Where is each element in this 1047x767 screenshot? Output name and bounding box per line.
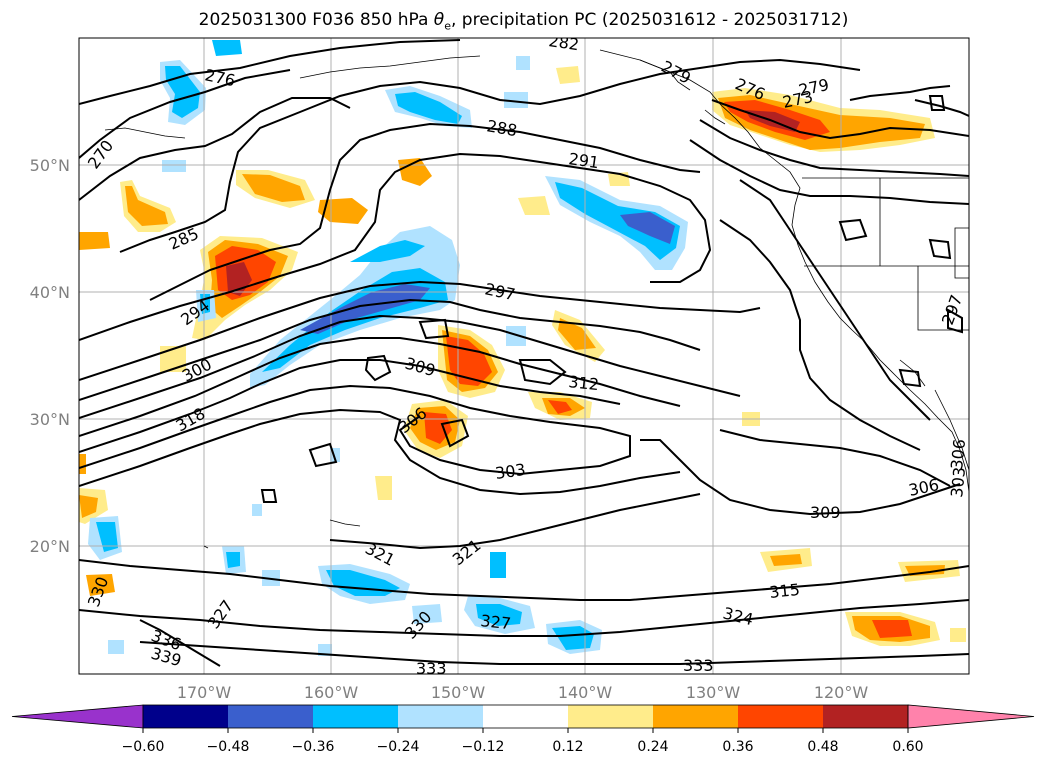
lon-label-170w: 170°W (177, 683, 232, 702)
colorbar-tick-label: −0.12 (462, 739, 505, 755)
colorbar-tick-label: 0.24 (637, 739, 668, 755)
colorbar-segment (143, 705, 228, 728)
contour-label: 303 (494, 460, 527, 483)
lon-label-160w: 160°W (304, 683, 359, 702)
colorbar-tick-label: −0.48 (207, 739, 250, 755)
colorbar-tick-label: −0.60 (122, 739, 165, 755)
lat-label-40n: 40°N (30, 283, 70, 302)
colorbar-extend-low (11, 704, 144, 729)
colorbar-tick-label: −0.24 (377, 739, 420, 755)
colorbar-segment (738, 705, 823, 728)
colorbar-frame (142, 704, 909, 729)
colorbar-tick-label: −0.36 (292, 739, 335, 755)
lat-label-50n: 50°N (30, 156, 70, 175)
colorbar-segment (483, 705, 568, 728)
colorbar-segment (398, 705, 483, 728)
map-frame (78, 37, 970, 675)
lat-label-30n: 30°N (30, 410, 70, 429)
colorbar-segment (313, 705, 398, 728)
contour-label: 309 (810, 503, 841, 522)
contour-label: 291 (567, 149, 600, 172)
colorbar-segment (823, 705, 908, 728)
latitude-labels: 50°N 40°N 30°N 20°N (30, 156, 70, 556)
contour-label: 306 (947, 438, 969, 470)
contour-label: 303 (947, 466, 969, 498)
map-title: 2025031300 F036 850 hPa θe, precipitatio… (198, 10, 849, 33)
contour-label: 333 (683, 656, 714, 675)
map-plot-area: 276 279 285 288 291 297 294 300 309 312 … (79, 31, 969, 678)
contour-label: 327 (480, 611, 512, 633)
colorbar-tick-label: 0.48 (807, 739, 838, 755)
colorbar-segment (568, 705, 653, 728)
colorbar-tick-label: 0.36 (722, 739, 753, 755)
contour-label: 315 (768, 580, 800, 602)
lon-label-150w: 150°W (431, 683, 486, 702)
lat-label-20n: 20°N (30, 537, 70, 556)
longitude-labels: 170°W 160°W 150°W 140°W 130°W 120°W (177, 683, 869, 702)
colorbar-extend-high (907, 704, 1035, 729)
lon-label-140w: 140°W (558, 683, 613, 702)
lon-label-130w: 130°W (686, 683, 741, 702)
colorbar: −0.60 −0.48 −0.36 −0.24 −0.12 0.12 0.24 0.36 0.4… (11, 704, 1035, 755)
contour-label: 282 (547, 31, 580, 54)
colorbar-segment (653, 705, 738, 728)
colorbar-segment (228, 705, 313, 728)
contour-label: 312 (568, 372, 600, 394)
theta-e-contours (79, 39, 969, 667)
lon-label-120w: 120°W (814, 683, 869, 702)
colorbar-tick-label: 0.12 (552, 739, 583, 755)
contour-label: 333 (416, 659, 447, 678)
colorbar-tick-label: 0.60 (892, 739, 923, 755)
